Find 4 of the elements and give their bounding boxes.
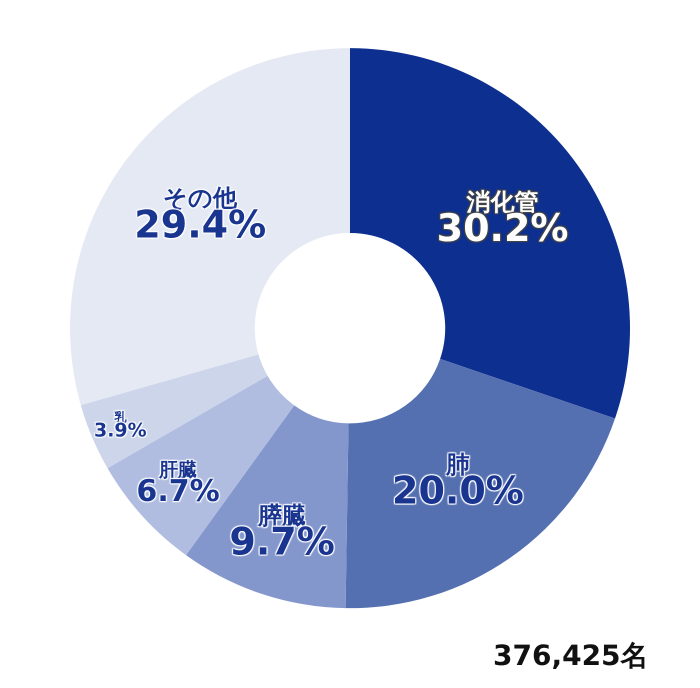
text: 376,425名 [493,639,649,672]
donut-slice [346,358,616,608]
donut-slice [350,48,630,419]
donut-slice [70,48,350,406]
